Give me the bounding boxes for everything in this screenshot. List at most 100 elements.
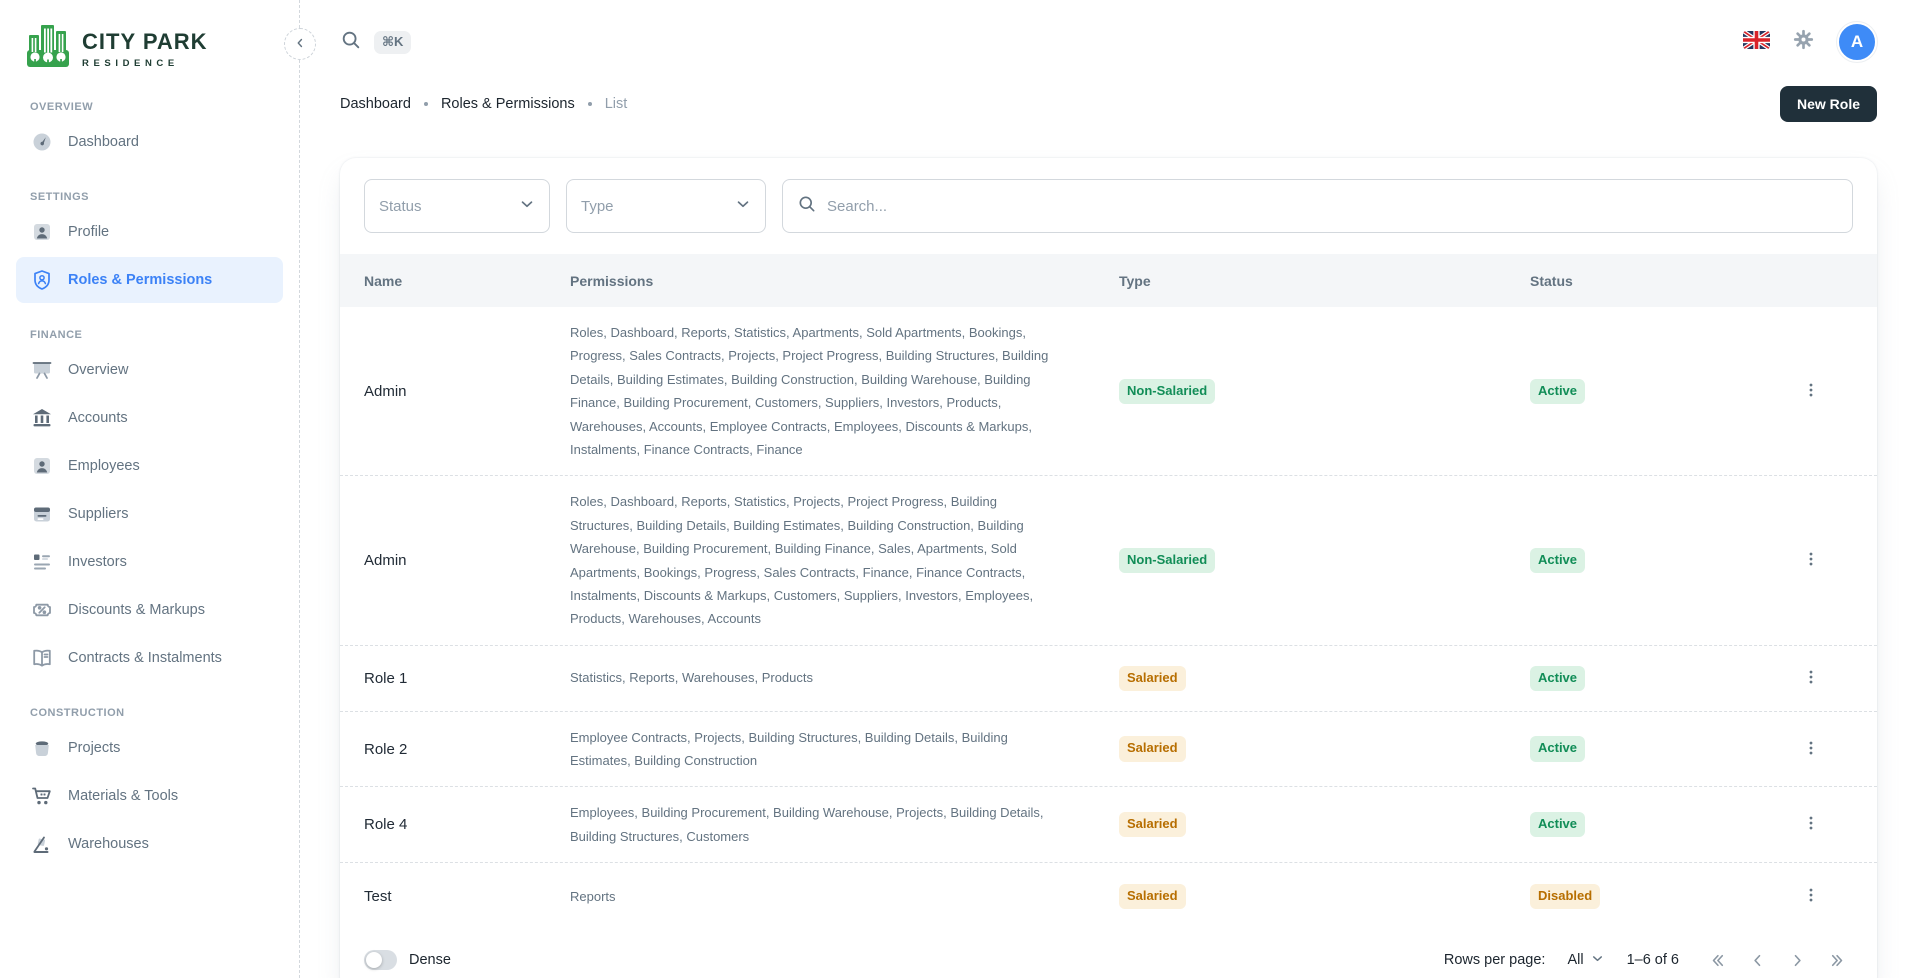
role-name-cell: Admin bbox=[364, 382, 407, 400]
table-row: Admin Roles, Dashboard, Reports, Statisti… bbox=[340, 476, 1877, 646]
previous-page-button[interactable] bbox=[1741, 944, 1773, 976]
cart-icon bbox=[30, 784, 54, 808]
row-menu-button[interactable] bbox=[1794, 544, 1828, 578]
chevron-down-icon bbox=[518, 195, 536, 217]
topbar: ⌘K bbox=[340, 0, 1878, 63]
breadcrumb-separator bbox=[587, 102, 592, 106]
sidebar-item-contracts-instalments[interactable]: Contracts & Instalments bbox=[16, 635, 283, 681]
type-badge: Salaried bbox=[1119, 665, 1186, 691]
sidebar-item-employees[interactable]: Employees bbox=[16, 443, 283, 489]
row-menu-button[interactable] bbox=[1794, 808, 1828, 842]
table-row: Role 4 Employees, Building Procurement, B… bbox=[340, 787, 1877, 864]
breadcrumb-item-roles-permissions[interactable]: Roles & Permissions bbox=[440, 96, 575, 112]
sidebar-item-profile[interactable]: Profile bbox=[16, 209, 283, 255]
sidebar-item-label: Accounts bbox=[68, 410, 128, 426]
brand-logo[interactable]: CITY PARK RESIDENCE bbox=[16, 22, 283, 75]
sidebar-item-label: Dashboard bbox=[68, 134, 139, 150]
sidebar-item-label: Overview bbox=[68, 362, 129, 378]
sidebar-item-materials-tools[interactable]: Materials & Tools bbox=[16, 773, 283, 819]
open-book-icon bbox=[30, 646, 54, 670]
settings-button[interactable] bbox=[1792, 28, 1815, 56]
first-page-button[interactable] bbox=[1701, 944, 1733, 976]
sidebar-item-label: Projects bbox=[68, 740, 121, 756]
new-role-button[interactable]: New Role bbox=[1779, 86, 1877, 122]
row-menu-button[interactable] bbox=[1794, 879, 1828, 913]
pot-icon bbox=[30, 736, 54, 760]
sidebar-item-label: Discounts & Markups bbox=[68, 602, 205, 618]
breadcrumb-item-dashboard[interactable]: Dashboard bbox=[340, 96, 411, 112]
presentation-icon bbox=[30, 358, 54, 382]
global-search-button[interactable] bbox=[340, 29, 362, 56]
uk-flag-icon bbox=[1743, 30, 1770, 55]
table-row: Admin Roles, Dashboard, Reports, Statisti… bbox=[340, 307, 1877, 477]
kebab-vertical-icon bbox=[1801, 885, 1821, 908]
status-badge: Active bbox=[1530, 736, 1586, 762]
next-page-button[interactable] bbox=[1781, 944, 1813, 976]
kebab-vertical-icon bbox=[1801, 667, 1821, 690]
permissions-cell: Reports bbox=[570, 888, 616, 904]
table-header: Name Permissions Type Status bbox=[340, 254, 1877, 307]
type-badge: Non-Salaried bbox=[1119, 378, 1216, 404]
table-body: Admin Roles, Dashboard, Reports, Statisti… bbox=[340, 307, 1877, 929]
sidebar-item-warehouses[interactable]: Warehouses bbox=[16, 821, 283, 867]
breadcrumb: Dashboard Roles & Permissions List bbox=[340, 96, 627, 112]
sidebar-section-label: OVERVIEW bbox=[30, 101, 94, 113]
user-avatar[interactable]: A bbox=[1836, 21, 1878, 63]
sidebar-item-label: Employees bbox=[68, 458, 140, 474]
person-icon bbox=[30, 454, 54, 478]
type-filter-select[interactable]: Type bbox=[566, 179, 766, 233]
pagination-range: 1–6 of 6 bbox=[1626, 952, 1679, 969]
type-badge: Non-Salaried bbox=[1119, 547, 1216, 574]
kebab-vertical-icon bbox=[1801, 380, 1821, 403]
permissions-cell: Employee Contracts, Projects, Building S… bbox=[570, 729, 1008, 769]
sidebar-item-projects[interactable]: Projects bbox=[16, 725, 283, 771]
shield-user-icon bbox=[30, 268, 54, 292]
search-icon bbox=[797, 194, 817, 219]
roles-table-card: Status Type bbox=[340, 158, 1877, 978]
permissions-cell: Roles, Dashboard, Reports, Statistics, P… bbox=[570, 494, 1034, 627]
row-menu-button[interactable] bbox=[1794, 732, 1828, 766]
sidebar-item-label: Roles & Permissions bbox=[68, 272, 213, 288]
breadcrumb-item-list: List bbox=[604, 96, 628, 112]
sidebar-item-overview[interactable]: Overview bbox=[16, 347, 283, 393]
table-search-input[interactable] bbox=[827, 197, 1838, 215]
language-switcher-button[interactable] bbox=[1743, 30, 1770, 55]
type-badge: Salaried bbox=[1119, 883, 1186, 909]
dense-toggle[interactable] bbox=[364, 950, 397, 971]
status-badge: Active bbox=[1530, 665, 1586, 691]
breadcrumb-separator bbox=[423, 102, 428, 106]
gauge-icon bbox=[30, 130, 54, 154]
last-page-button[interactable] bbox=[1821, 944, 1853, 976]
sidebar-item-label: Suppliers bbox=[68, 506, 129, 522]
role-name-cell: Role 4 bbox=[364, 816, 408, 834]
sidebar-item-label: Materials & Tools bbox=[68, 788, 179, 804]
sidebar-item-dashboard[interactable]: Dashboard bbox=[16, 119, 283, 165]
sidebar-item-investors[interactable]: Investors bbox=[16, 539, 283, 585]
rows-per-page-value: All bbox=[1567, 952, 1584, 969]
sidebar-item-roles-permissions[interactable]: Roles & Permissions bbox=[16, 257, 283, 303]
rows-per-page-label: Rows per page: bbox=[1443, 952, 1546, 969]
role-name-cell: Role 2 bbox=[364, 740, 408, 758]
sidebar-item-label: Investors bbox=[68, 554, 127, 570]
sidebar-collapse-button[interactable] bbox=[284, 28, 316, 60]
status-filter-select[interactable]: Status bbox=[364, 179, 550, 233]
brand-subtitle: RESIDENCE bbox=[82, 57, 179, 69]
sidebar-item-suppliers[interactable]: Suppliers bbox=[16, 491, 283, 537]
permissions-cell: Roles, Dashboard, Reports, Statistics, A… bbox=[570, 325, 1049, 457]
status-badge: Disabled bbox=[1530, 883, 1601, 909]
chevron-left-icon bbox=[293, 36, 307, 53]
gear-icon bbox=[1792, 28, 1815, 56]
type-filter-label: Type bbox=[581, 197, 614, 215]
pagination-controls bbox=[1701, 944, 1853, 976]
sidebar-item-discounts-markups[interactable]: Discounts & Markups bbox=[16, 587, 283, 633]
chevron-down-icon bbox=[734, 195, 752, 217]
row-menu-button[interactable] bbox=[1794, 661, 1828, 695]
type-badge: Salaried bbox=[1119, 812, 1186, 838]
trolley-icon bbox=[30, 832, 54, 856]
sidebar: CITY PARK RESIDENCE OVERVIEW Dashboard SET… bbox=[0, 0, 300, 978]
sidebar-item-label: Warehouses bbox=[68, 836, 149, 852]
row-menu-button[interactable] bbox=[1794, 374, 1828, 408]
column-header-permissions: Permissions bbox=[570, 272, 654, 289]
sidebar-item-accounts[interactable]: Accounts bbox=[16, 395, 283, 441]
rows-per-page-select[interactable]: All bbox=[1567, 951, 1604, 970]
